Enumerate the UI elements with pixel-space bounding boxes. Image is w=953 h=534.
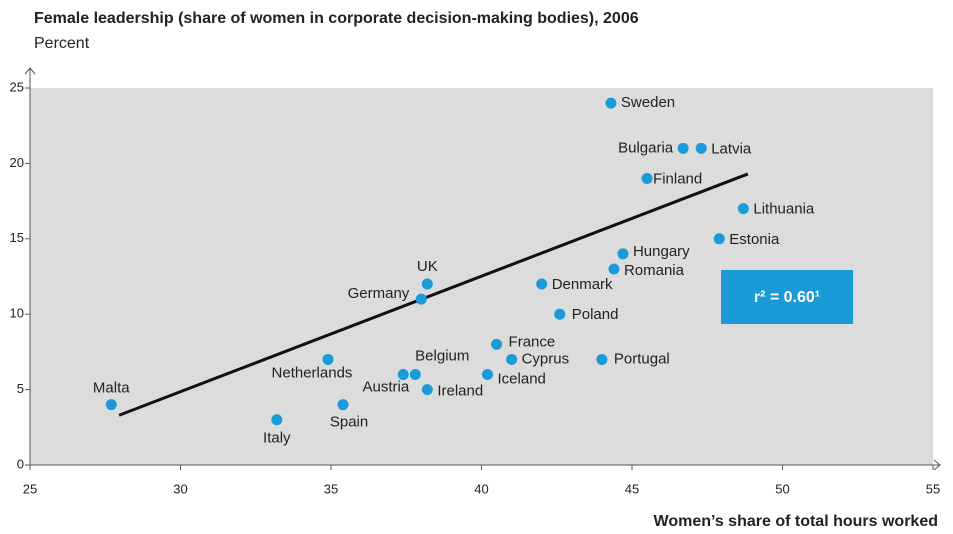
- data-point: [322, 353, 334, 365]
- x-tick-label: 45: [625, 481, 639, 496]
- x-axis-label: Women’s share of total hours worked: [654, 513, 939, 530]
- y-tick-label: 0: [17, 456, 24, 471]
- point-label: Netherlands: [272, 364, 353, 381]
- data-point: [491, 338, 503, 350]
- point-label: France: [509, 333, 556, 350]
- point-label: Portugal: [614, 350, 670, 367]
- point-label: Austria: [363, 378, 410, 395]
- y-tick-label: 10: [10, 306, 24, 321]
- point-label: Bulgaria: [618, 139, 674, 156]
- data-point: [605, 97, 617, 109]
- chart-title: Female leadership (share of women in cor…: [34, 10, 639, 27]
- data-point: [536, 278, 548, 290]
- annotation: r² = 0.60¹: [754, 289, 820, 306]
- point-label: Poland: [572, 306, 619, 323]
- y-tick-label: 20: [10, 155, 24, 170]
- x-axis-arrow: [933, 459, 941, 471]
- point-label: Sweden: [621, 94, 675, 111]
- data-point: [677, 142, 689, 154]
- data-point: [695, 142, 707, 154]
- y-tick-label: 25: [10, 79, 24, 94]
- data-point: [608, 263, 620, 275]
- y-axis-arrow: [24, 67, 36, 75]
- x-tick-label: 40: [474, 481, 488, 496]
- x-tick-label: 30: [173, 481, 187, 496]
- point-label: Germany: [348, 285, 410, 302]
- data-point: [737, 203, 749, 215]
- annotation-box: [721, 270, 853, 324]
- point-label: Romania: [624, 262, 685, 279]
- point-label: Cyprus: [522, 350, 570, 367]
- point-label: Latvia: [711, 140, 752, 157]
- data-point: [596, 353, 608, 365]
- x-tick-label: 50: [775, 481, 789, 496]
- data-point: [415, 293, 427, 305]
- data-point: [641, 172, 653, 184]
- point-label: Spain: [330, 414, 368, 431]
- data-point: [617, 248, 629, 260]
- point-label: Estonia: [729, 231, 780, 248]
- x-tick-label: 55: [926, 481, 940, 496]
- chart-subtitle: Percent: [34, 35, 90, 52]
- x-tick-label: 35: [324, 481, 338, 496]
- data-point: [271, 414, 283, 426]
- point-label: Iceland: [498, 370, 546, 387]
- data-point: [421, 384, 433, 396]
- data-point: [105, 399, 117, 411]
- point-label: UK: [417, 258, 438, 275]
- y-tick-label: 5: [17, 381, 24, 396]
- point-label: Italy: [263, 430, 291, 447]
- point-label: Ireland: [437, 383, 483, 400]
- data-point: [337, 399, 349, 411]
- data-point: [713, 233, 725, 245]
- y-tick-label: 15: [10, 230, 24, 245]
- x-tick-label: 25: [23, 481, 37, 496]
- data-point: [506, 353, 518, 365]
- point-label: Malta: [93, 380, 130, 397]
- data-point: [409, 369, 421, 381]
- point-label: Belgium: [415, 347, 469, 364]
- data-point: [554, 308, 566, 320]
- point-label: Denmark: [552, 276, 613, 293]
- point-label: Finland: [653, 170, 702, 187]
- data-point: [421, 278, 433, 290]
- data-point: [397, 369, 409, 381]
- data-point: [482, 369, 494, 381]
- point-label: Lithuania: [753, 201, 815, 218]
- trend-line: [118, 172, 749, 417]
- point-label: Hungary: [633, 243, 690, 260]
